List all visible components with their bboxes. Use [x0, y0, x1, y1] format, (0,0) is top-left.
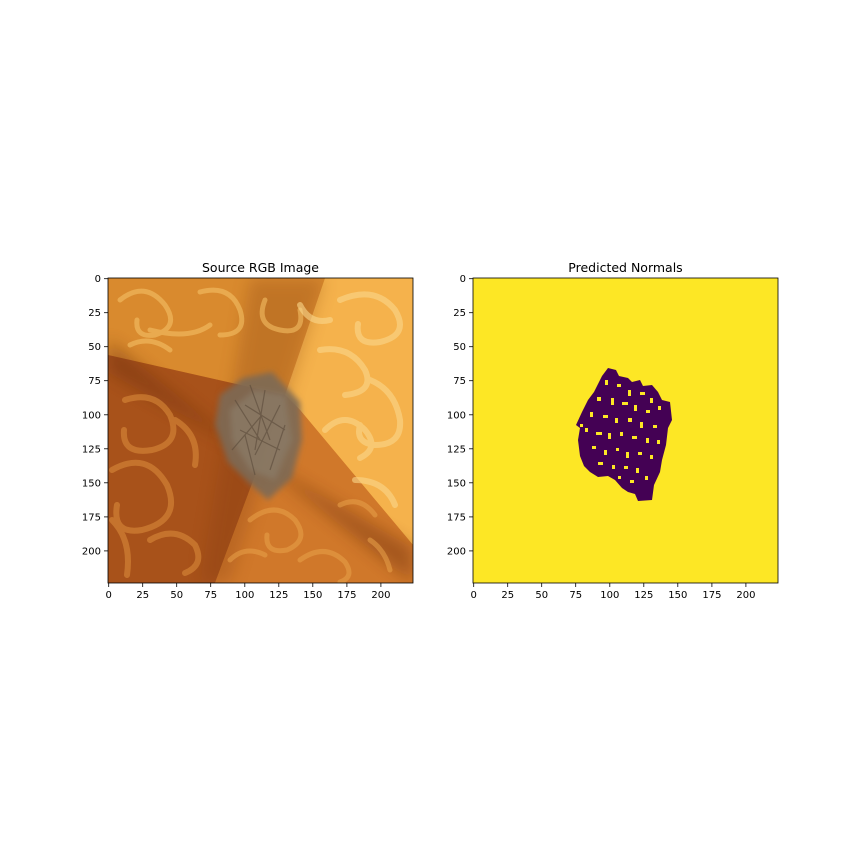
right-y-axis: 0 25 50 75 100 125 150 175 200 — [447, 274, 473, 557]
right-y-tick-label: 200 — [447, 546, 466, 557]
left-x-axis: 0 25 50 75 100 125 150 175 200 — [106, 583, 390, 601]
right-x-tick-label: 0 — [471, 590, 477, 601]
right-x-tick-label: 150 — [668, 590, 687, 601]
right-x-tick-label: 75 — [569, 590, 582, 601]
right-y-tick-label: 25 — [453, 308, 466, 319]
left-y-tick-label: 150 — [82, 478, 101, 489]
source-rgb-image — [108, 278, 413, 583]
left-x-tick-label: 50 — [170, 590, 183, 601]
mask-blob — [576, 368, 672, 501]
left-y-tick-label: 0 — [95, 274, 101, 285]
right-x-tick-label: 200 — [736, 590, 755, 601]
right-x-tick-label: 50 — [535, 590, 548, 601]
left-x-tick-label: 25 — [136, 590, 149, 601]
right-x-tick-label: 100 — [600, 590, 619, 601]
right-y-tick-label: 75 — [453, 376, 466, 387]
left-x-tick-label: 175 — [337, 590, 356, 601]
left-y-tick-label: 100 — [82, 410, 101, 421]
left-y-tick-label: 125 — [82, 444, 101, 455]
left-axes-frame — [107, 277, 414, 584]
predicted-normals-mask — [473, 278, 778, 583]
left-y-axis: 0 25 50 75 100 125 150 175 200 — [82, 274, 108, 557]
left-y-tick-label: 25 — [88, 308, 101, 319]
right-panel-title: Predicted Normals — [568, 260, 682, 275]
left-panel-title: Source RGB Image — [202, 260, 319, 275]
right-x-tick-label: 175 — [702, 590, 721, 601]
left-y-tick-label: 200 — [82, 546, 101, 557]
left-x-tick-label: 100 — [235, 590, 254, 601]
mask-speckles — [580, 380, 661, 483]
right-axes-frame — [472, 277, 779, 584]
right-x-tick-label: 125 — [634, 590, 653, 601]
right-y-tick-label: 50 — [453, 342, 466, 353]
left-y-tick-label: 175 — [82, 512, 101, 523]
right-x-axis: 0 25 50 75 100 125 150 175 200 — [471, 583, 755, 601]
left-x-tick-label: 75 — [204, 590, 217, 601]
right-y-tick-label: 0 — [460, 274, 466, 285]
left-y-tick-label: 50 — [88, 342, 101, 353]
right-y-tick-label: 175 — [447, 512, 466, 523]
left-x-tick-label: 150 — [303, 590, 322, 601]
left-x-tick-label: 0 — [106, 590, 112, 601]
right-y-tick-label: 125 — [447, 444, 466, 455]
left-y-tick-label: 75 — [88, 376, 101, 387]
left-x-tick-label: 200 — [371, 590, 390, 601]
right-x-tick-label: 25 — [501, 590, 514, 601]
left-x-tick-label: 125 — [269, 590, 288, 601]
right-y-tick-label: 100 — [447, 410, 466, 421]
right-y-tick-label: 150 — [447, 478, 466, 489]
